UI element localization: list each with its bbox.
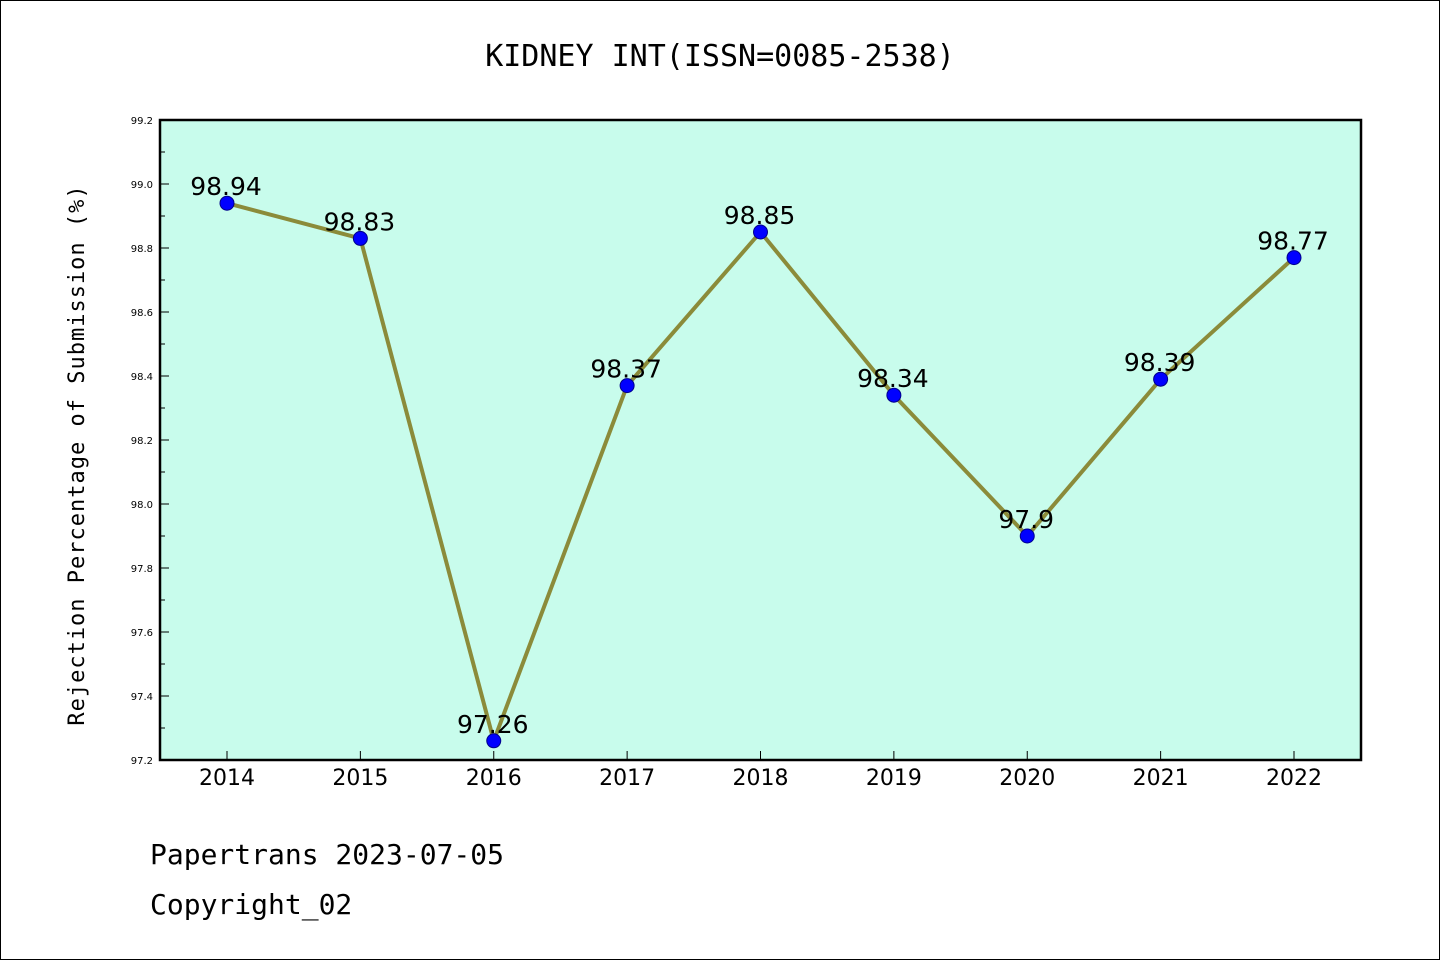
chart-title: KIDNEY INT(ISSN=0085-2538) <box>485 39 955 74</box>
data-label: 98.77 <box>1257 227 1329 256</box>
data-label: 97.9 <box>998 505 1054 534</box>
x-tick-label: 2018 <box>733 766 789 791</box>
footer-copyright: Copyright_02 <box>150 888 352 922</box>
y-tick-label: 97.6 <box>131 628 153 639</box>
x-tick-label: 2020 <box>999 766 1055 791</box>
y-tick-label: 98.8 <box>131 244 153 255</box>
data-label: 98.85 <box>724 201 796 230</box>
y-tick-label: 99.2 <box>131 116 153 127</box>
data-labels-group: 98.94 98.83 97.26 98.37 98.85 98.34 97.9 98.39 9… <box>190 172 1329 739</box>
data-point <box>486 733 502 749</box>
data-point <box>753 224 768 240</box>
data-point <box>219 195 235 211</box>
x-tick-label: 2021 <box>1133 766 1189 791</box>
x-tick-label: 2017 <box>599 766 655 791</box>
data-label: 97.26 <box>457 710 529 739</box>
y-tick-label: 98.6 <box>131 308 153 319</box>
y-tick-label: 97.2 <box>131 756 153 767</box>
data-point <box>619 378 635 394</box>
plot-border <box>158 118 1363 762</box>
y-axis-label: Rejection Percentage of Submission (%) <box>65 184 90 725</box>
y-tick-label: 97.8 <box>131 564 153 575</box>
data-point <box>886 387 902 403</box>
data-label: 98.39 <box>1124 348 1196 377</box>
data-point <box>1286 250 1302 266</box>
footer-source: Papertrans 2023-07-05 <box>150 838 504 871</box>
y-tick-label: 98.2 <box>131 436 153 447</box>
y-tick-label: 98.4 <box>131 372 153 383</box>
x-tick-label: 2015 <box>332 766 388 791</box>
y-tick-label: 98.0 <box>131 500 153 511</box>
y-tick-label: 99.0 <box>131 180 153 191</box>
x-tick-label: 2019 <box>866 766 922 791</box>
data-label: 98.34 <box>857 364 929 393</box>
x-tick-label: 2016 <box>466 766 522 791</box>
data-label: 98.37 <box>590 355 662 384</box>
data-label: 98.94 <box>190 172 262 201</box>
y-tick-label: 97.4 <box>131 692 153 703</box>
x-tick-label: 2022 <box>1266 766 1322 791</box>
data-point <box>352 230 368 246</box>
x-tick-label: 2014 <box>199 766 255 791</box>
x-axis-ticks: 2014 2015 2016 2017 2018 2019 2020 2021 2022 <box>199 751 1322 791</box>
data-point <box>1019 528 1035 544</box>
data-point <box>1153 371 1169 387</box>
series-group <box>219 195 1302 749</box>
data-label: 98.83 <box>324 207 396 236</box>
